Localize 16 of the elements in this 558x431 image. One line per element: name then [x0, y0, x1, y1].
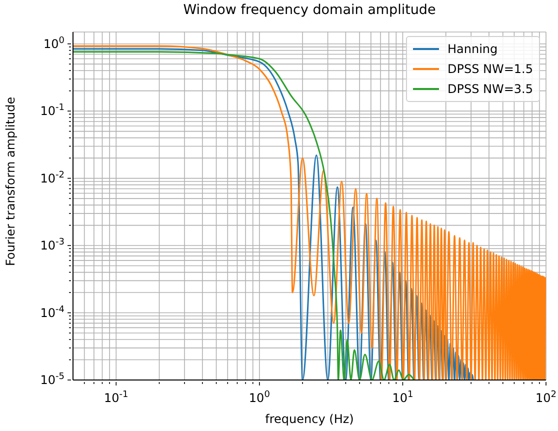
x-tick-label: 10$^{1}$ — [392, 390, 414, 405]
y-tick-label: 10$^{0}$ — [43, 36, 65, 51]
y-tick-label: 10$^{-3}$ — [40, 238, 64, 253]
y-tick-label: 10$^{-4}$ — [40, 304, 65, 320]
x-tick-label: 10$^{2}$ — [535, 390, 557, 405]
y-tick-label: 10$^{-1}$ — [40, 103, 64, 118]
chart-title: Window frequency domain amplitude — [182, 2, 437, 18]
x-tick-label: 10$^{0}$ — [248, 390, 270, 405]
x-tick-label: 10$^{-1}$ — [104, 390, 128, 405]
legend-label: Hanning — [447, 41, 498, 58]
y-tick-label: 10$^{-2}$ — [40, 170, 64, 186]
y-axis-title: Fourier transform amplitude — [3, 96, 18, 266]
y-tick-label: 10$^{-5}$ — [40, 372, 64, 387]
x-axis-title: frequency (Hz) — [265, 412, 354, 426]
legend-label: DPSS NW=3.5 — [447, 81, 533, 98]
legend-label: DPSS NW=1.5 — [447, 61, 533, 78]
